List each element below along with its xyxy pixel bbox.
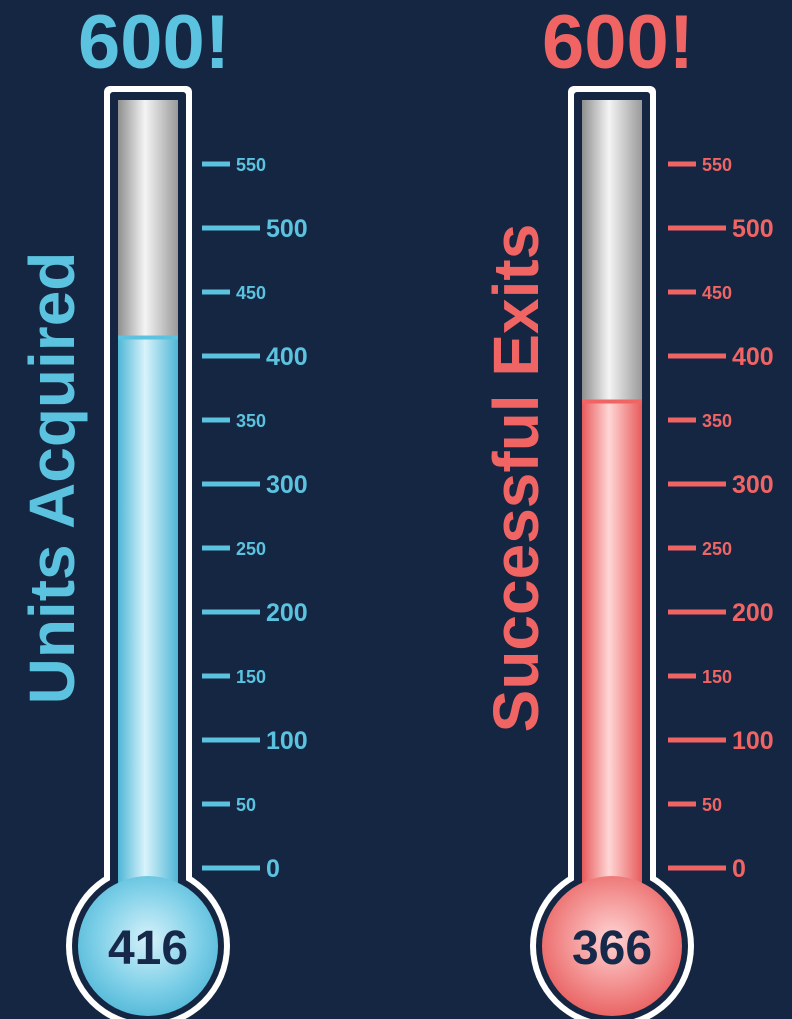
tick-mark (202, 161, 230, 167)
tick-label: 50 (236, 795, 256, 815)
tick-label: 50 (702, 795, 722, 815)
tick-mark (668, 609, 726, 615)
tick-mark (668, 417, 696, 423)
tick-mark (202, 545, 230, 551)
tick-label: 400 (732, 343, 774, 371)
tick-mark (668, 865, 726, 871)
tick-mark (202, 737, 260, 743)
tick-mark (202, 225, 260, 231)
tick-label: 200 (266, 599, 308, 627)
tick-label: 100 (266, 727, 308, 755)
thermometer-1: 416 600! Units Acquired 0 50 100 150 200 250 300 3… (16, 0, 308, 1019)
tick-mark (202, 289, 230, 295)
tick-mark (202, 801, 230, 807)
current-value-label: 366 (572, 922, 652, 975)
tick-mark (202, 353, 260, 359)
tick-mark (668, 545, 696, 551)
tick-label: 0 (732, 855, 746, 883)
goal-label: 600! (542, 0, 694, 85)
tick-label: 550 (236, 155, 266, 175)
thermometer-title: Successful Exits (480, 224, 552, 733)
tick-mark (668, 225, 726, 231)
tick-label: 450 (702, 283, 732, 303)
tick-label: 300 (266, 471, 308, 499)
tick-label: 350 (236, 411, 266, 431)
tick-mark (668, 801, 696, 807)
tick-label: 350 (702, 411, 732, 431)
tick-label: 450 (236, 283, 266, 303)
tick-mark (668, 737, 726, 743)
tick-mark (668, 481, 726, 487)
thermometer-title: Units Acquired (16, 252, 88, 705)
fill-level-edge (582, 399, 642, 404)
tick-label: 200 (732, 599, 774, 627)
tube-fill (582, 399, 642, 946)
fill-level-edge (118, 335, 178, 340)
bulb (542, 876, 682, 1016)
tick-mark (668, 353, 726, 359)
tick-label: 250 (702, 539, 732, 559)
tick-label: 500 (266, 215, 308, 243)
bulb (78, 876, 218, 1016)
tick-mark (668, 673, 696, 679)
tick-label: 400 (266, 343, 308, 371)
tube-fill (118, 335, 178, 946)
goal-label: 600! (78, 0, 230, 85)
tick-label: 150 (236, 667, 266, 687)
current-value-label: 416 (108, 922, 188, 975)
tick-label: 250 (236, 539, 266, 559)
tick-mark (202, 865, 260, 871)
tick-label: 100 (732, 727, 774, 755)
tick-mark (202, 481, 260, 487)
tick-mark (202, 673, 230, 679)
tick-mark (202, 609, 260, 615)
thermometer-2: 366 600! Successful Exits 0 50 100 150 200 250 30… (480, 0, 774, 1019)
tick-label: 500 (732, 215, 774, 243)
tick-mark (668, 161, 696, 167)
tick-label: 300 (732, 471, 774, 499)
tick-label: 150 (702, 667, 732, 687)
tick-label: 550 (702, 155, 732, 175)
tick-mark (202, 417, 230, 423)
tick-mark (668, 289, 696, 295)
tick-label: 0 (266, 855, 280, 883)
